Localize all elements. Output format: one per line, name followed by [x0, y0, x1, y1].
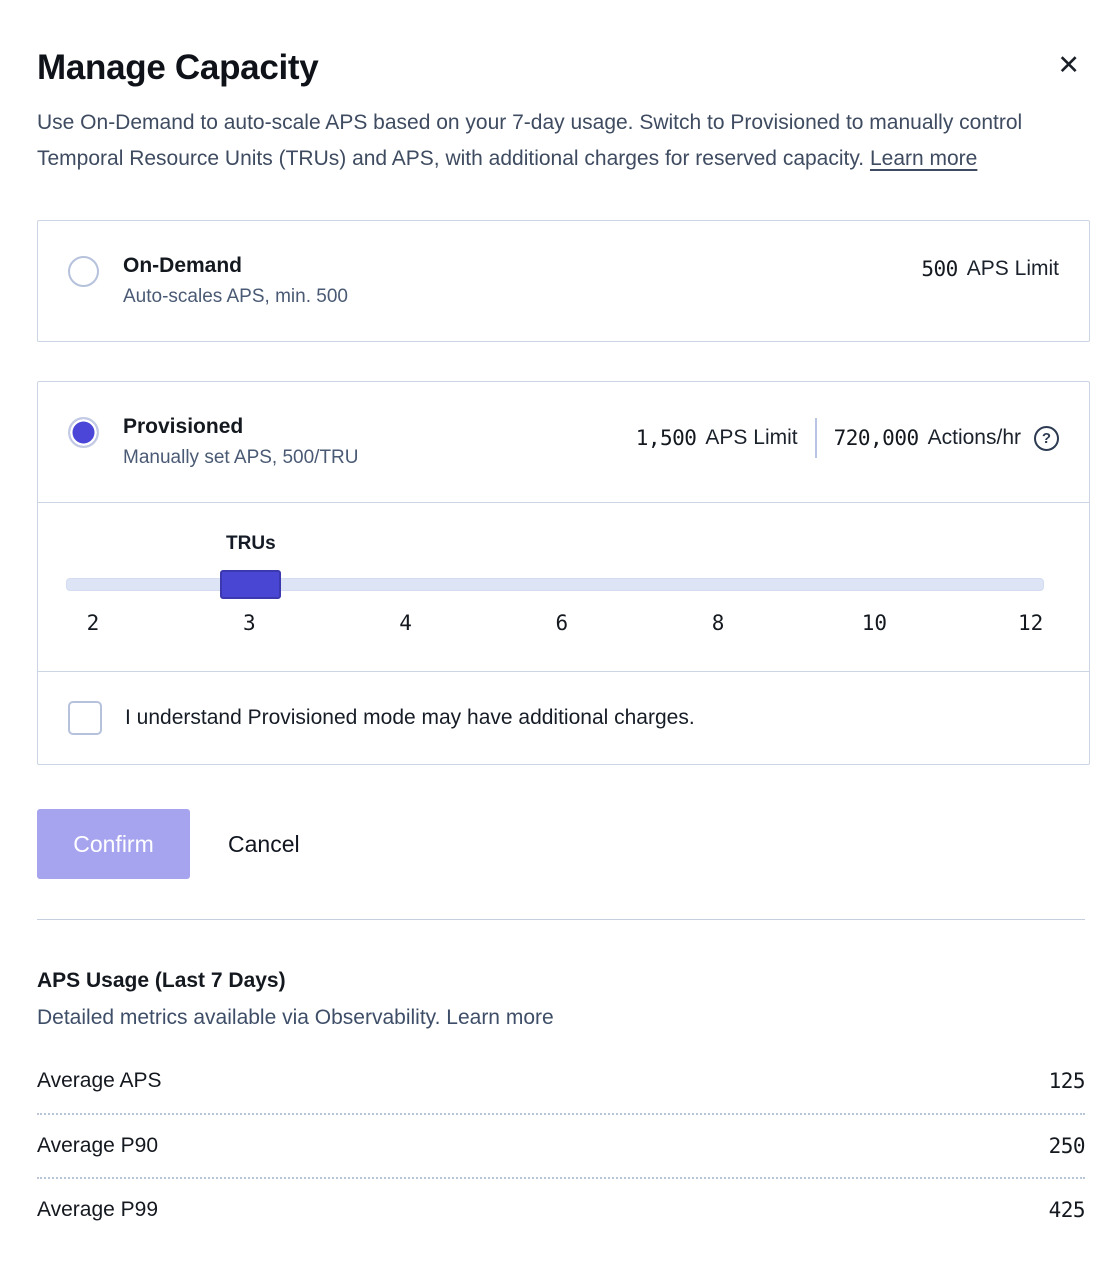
on-demand-radio[interactable] — [68, 256, 99, 287]
manage-capacity-modal: Manage Capacity ✕ Use On-Demand to auto-… — [37, 48, 1090, 1241]
table-row: Average P90 250 — [37, 1113, 1086, 1177]
modal-header: Manage Capacity ✕ — [37, 48, 1090, 88]
table-row: Average APS 125 — [37, 1049, 1086, 1113]
provisioned-label: Provisioned — [123, 415, 244, 438]
section-divider — [37, 919, 1085, 920]
confirm-button[interactable]: Confirm — [37, 809, 190, 879]
acknowledge-checkbox[interactable] — [68, 701, 102, 735]
tick-6: 6 — [555, 611, 569, 635]
page-title: Manage Capacity — [37, 48, 319, 87]
provisioned-radio[interactable] — [68, 417, 99, 448]
usage-row-value: 425 — [1048, 1198, 1086, 1222]
tick-4: 4 — [399, 611, 412, 635]
provisioned-actions-unit: Actions/hr — [927, 426, 1021, 449]
description-text: Use On-Demand to auto-scale APS based on… — [37, 111, 1023, 170]
provisioned-values: 1,500 APS Limit 720,000 Actions/hr ? — [636, 418, 1059, 458]
slider-ticks: 2 3 4 6 8 10 12 — [66, 611, 1044, 635]
provisioned-actions-value: 720,000 — [833, 426, 920, 450]
table-row: Average P99 425 — [37, 1177, 1086, 1241]
on-demand-text: On-Demand Auto-scales APS, min. 500 — [123, 254, 921, 308]
tick-2: 2 — [86, 611, 100, 635]
usage-row-value: 125 — [1048, 1069, 1086, 1093]
tick-8: 8 — [711, 611, 725, 635]
usage-table: Average APS 125 Average P90 250 Average … — [37, 1049, 1086, 1241]
slider-track[interactable] — [66, 578, 1044, 591]
close-icon[interactable]: ✕ — [1057, 48, 1090, 79]
cancel-button[interactable]: Cancel — [228, 830, 300, 857]
aps-usage-section: APS Usage (Last 7 Days) Detailed metrics… — [37, 969, 1090, 1241]
on-demand-aps-unit: APS Limit — [966, 257, 1059, 280]
action-buttons: Confirm Cancel — [37, 809, 1090, 879]
learn-more-link[interactable]: Learn more — [869, 147, 978, 170]
provisioned-group-card: Provisioned Manually set APS, 500/TRU 1,… — [37, 381, 1090, 765]
on-demand-aps-value: 500 — [921, 257, 958, 281]
tru-slider: TRUs 2 3 4 6 8 10 12 — [66, 531, 1044, 635]
provisioned-sublabel: Manually set APS, 500/TRU — [123, 447, 359, 468]
tru-slider-section: TRUs 2 3 4 6 8 10 12 — [38, 502, 1089, 671]
usage-row-label: Average APS — [37, 1069, 162, 1092]
provisioned-text: Provisioned Manually set APS, 500/TRU — [123, 415, 636, 469]
value-divider — [814, 418, 817, 458]
slider-label: TRUs — [226, 533, 276, 554]
help-icon[interactable]: ? — [1034, 425, 1059, 451]
usage-heading: APS Usage (Last 7 Days) — [37, 969, 286, 992]
modal-description: Use On-Demand to auto-scale APS based on… — [37, 105, 1087, 177]
tick-3: 3 — [242, 611, 256, 635]
on-demand-option-card[interactable]: On-Demand Auto-scales APS, min. 500 500 … — [37, 220, 1090, 342]
provisioned-aps-value: 1,500 — [635, 426, 697, 450]
usage-subtext-body: Detailed metrics available via Observabi… — [37, 1006, 447, 1029]
tick-10: 10 — [861, 611, 888, 635]
provisioned-option[interactable]: Provisioned Manually set APS, 500/TRU 1,… — [38, 382, 1089, 502]
slider-handle[interactable] — [220, 570, 282, 599]
acknowledge-section: I understand Provisioned mode may have a… — [38, 671, 1089, 764]
acknowledge-label: I understand Provisioned mode may have a… — [125, 706, 695, 729]
on-demand-values: 500 APS Limit — [921, 257, 1059, 281]
provisioned-aps-unit: APS Limit — [705, 426, 798, 449]
usage-subtext: Detailed metrics available via Observabi… — [37, 1006, 1090, 1030]
tick-12: 12 — [1018, 611, 1044, 635]
usage-learn-more-link[interactable]: Learn more — [446, 1006, 554, 1029]
usage-row-label: Average P99 — [37, 1198, 159, 1221]
on-demand-sublabel: Auto-scales APS, min. 500 — [123, 286, 348, 307]
usage-row-label: Average P90 — [37, 1134, 159, 1157]
on-demand-label: On-Demand — [123, 254, 243, 277]
usage-row-value: 250 — [1048, 1134, 1086, 1158]
